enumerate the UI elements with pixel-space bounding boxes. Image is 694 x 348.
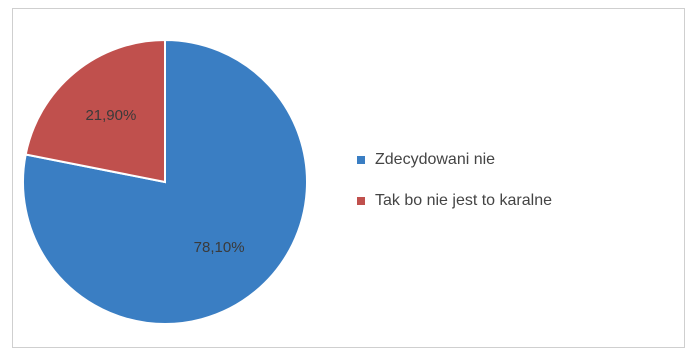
legend-label-zdecydowani-nie: Zdecydowani nie <box>375 151 496 168</box>
legend: Zdecydowani nie Tak bo nie jest to karal… <box>357 150 657 232</box>
legend-item-tak-bo-nie-jest-to-karalne: Tak bo nie jest to karalne <box>357 191 657 211</box>
legend-swatch-tak-bo-nie-jest-to-karalne <box>357 197 365 205</box>
legend-label-tak-bo-nie-jest-to-karalne: Tak bo nie jest to karalne <box>375 192 552 209</box>
legend-item-zdecydowani-nie: Zdecydowani nie <box>357 150 657 170</box>
data-label-tak-bo-nie-jest-to-karalne: 21,90% <box>85 107 136 124</box>
legend-swatch-zdecydowani-nie <box>357 156 365 164</box>
pie-slice-tak-bo-nie-jest-to-karalne <box>24 38 166 184</box>
pie-slice-zdecydowani-nie <box>22 38 308 325</box>
data-label-zdecydowani-nie: 78,10% <box>194 239 245 256</box>
pie-chart: 78,10% 21,90% <box>22 38 308 325</box>
